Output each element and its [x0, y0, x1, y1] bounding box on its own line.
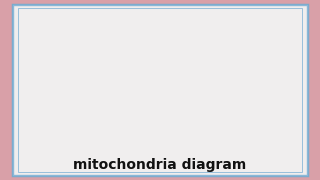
- Text: Ribosome: Ribosome: [137, 84, 189, 89]
- Polygon shape: [123, 64, 132, 93]
- Polygon shape: [100, 65, 113, 96]
- Text: outer membrane: outer membrane: [49, 20, 96, 36]
- Text: Cristele: Cristele: [144, 64, 182, 74]
- Text: inner membrane: inner membrane: [111, 17, 157, 37]
- Polygon shape: [56, 64, 69, 93]
- Text: mitochondria diagram: mitochondria diagram: [73, 158, 247, 172]
- Polygon shape: [77, 65, 92, 96]
- Polygon shape: [36, 38, 150, 86]
- Text: DNA: DNA: [95, 17, 122, 50]
- Polygon shape: [26, 35, 164, 98]
- Text: Matrix: Matrix: [143, 44, 179, 61]
- Text: Granule: Granule: [19, 27, 47, 57]
- Text: F-Particle: F-Particle: [150, 23, 187, 46]
- Polygon shape: [33, 39, 156, 95]
